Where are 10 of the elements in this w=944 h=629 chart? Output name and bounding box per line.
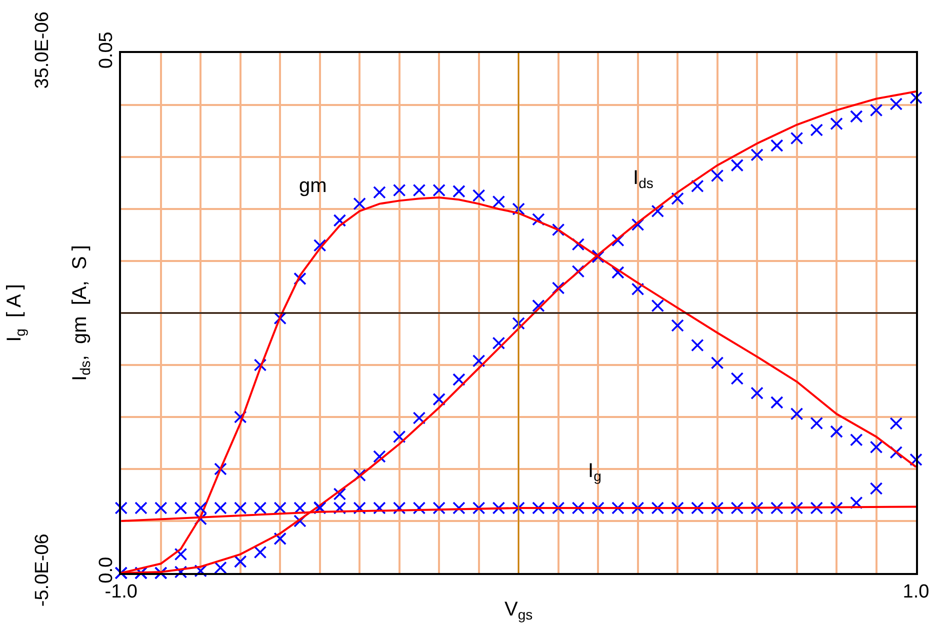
y2-tick-label: 35.0E-06 <box>32 12 54 89</box>
x-tick-label: -1.0 <box>104 582 138 603</box>
annotation: I$_{ds}$ <box>633 167 654 192</box>
annotation: gm <box>299 175 327 197</box>
y-tick-label: 0.0 <box>96 556 117 584</box>
x-tick-label: 1.0 <box>902 582 930 603</box>
y-tick-label: 0.05 <box>96 32 117 69</box>
x-axis-title: V$_{gs}$ <box>504 598 533 623</box>
y2-tick-label: -5.0E-06 <box>32 534 54 607</box>
annotation: I$_{g}$ <box>588 460 602 484</box>
